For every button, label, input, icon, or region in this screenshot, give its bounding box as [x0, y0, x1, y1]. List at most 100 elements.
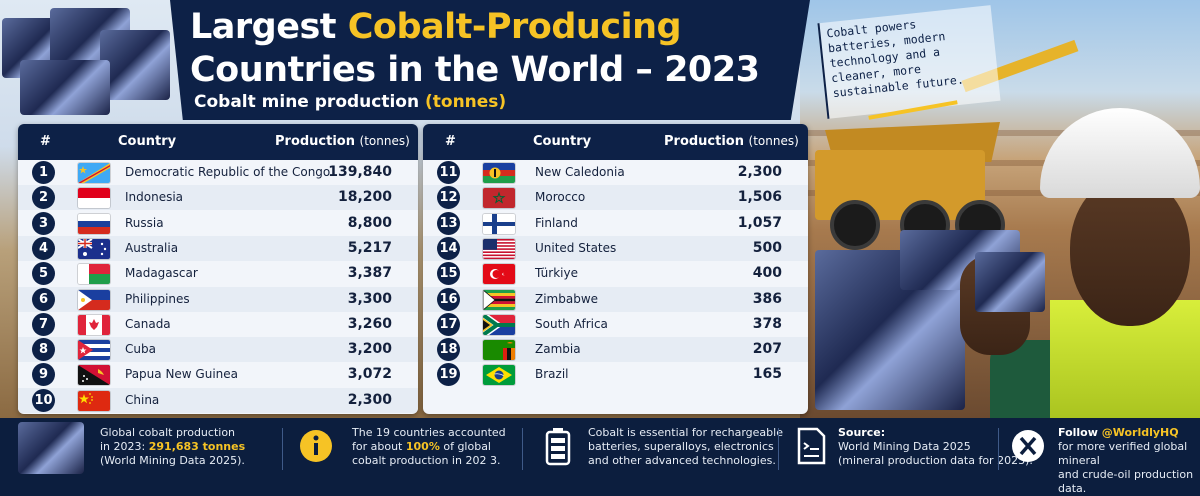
footer-divider [998, 428, 999, 470]
rank-badge: 4 [32, 236, 55, 260]
production-value: 3,072 [347, 366, 392, 383]
table-row: 13 Finland 1,057 [423, 211, 808, 236]
footer-text: in 2023: [100, 440, 149, 453]
page-title: Largest Cobalt-Producing Countries in th… [190, 6, 800, 92]
footer-text: World Mining Data 2025 [838, 440, 971, 453]
rank-badge: 6 [32, 287, 55, 311]
production-value: 165 [752, 366, 782, 383]
header-country: Country [533, 134, 592, 149]
footer-follow: Follow @WorldlyHQ for more verified glob… [1058, 426, 1200, 496]
footer-bar: Global cobalt production in 2023: 291,68… [0, 418, 1200, 495]
production-value: 1,057 [737, 214, 782, 231]
footer-text: cobalt production in 202 3. [352, 454, 501, 467]
subtitle-unit: (tonnes) [425, 92, 507, 112]
mine-terrace [800, 130, 1200, 136]
rank-badge: 9 [32, 363, 55, 387]
table-row: 10 China 2,300 [18, 387, 418, 413]
country-name: Canada [125, 316, 171, 331]
document-icon [797, 427, 826, 465]
footer-text: Follow [1058, 426, 1102, 439]
table-row: 14 United States 500 [423, 235, 808, 261]
production-value: 3,300 [347, 290, 392, 307]
south-africa-flag-icon [483, 314, 515, 335]
rank-badge: 16 [437, 287, 460, 311]
rank-badge: 8 [32, 338, 55, 362]
mine-terrace [800, 160, 1200, 166]
country-name: Australia [125, 240, 179, 255]
philippines-flag-icon [78, 289, 110, 310]
rank-badge: 12 [437, 186, 460, 210]
social-handle-link[interactable]: @WorldlyHQ [1101, 426, 1179, 439]
morocco-flag-icon [483, 188, 515, 209]
footer-text: (mineral production data for 2023). [838, 454, 1033, 467]
congo-flag-icon [78, 163, 110, 183]
country-name: United States [535, 240, 617, 255]
china-flag-icon [78, 390, 110, 411]
country-name: Türkiye [535, 266, 578, 281]
footer-text: (World Mining Data 2025). [100, 454, 245, 467]
table-row: 7 Canada 3,260 [18, 312, 418, 337]
footer-text: The 19 countries accounted [352, 426, 506, 439]
table-row: 8 Cuba 3,200 [18, 337, 418, 363]
table-row: 19 Brazil 165 [423, 362, 808, 387]
rank-badge: 2 [32, 186, 55, 210]
footer-share: The 19 countries accounted for about 100… [352, 426, 506, 468]
cobalt-rock-icon [18, 422, 84, 474]
header-production-label: Production [275, 134, 355, 149]
source-label: Source: [838, 426, 886, 439]
footer-text: and other advanced technologies. [588, 454, 776, 467]
production-value: 500 [752, 239, 782, 256]
ranking-table-right: # Country Production (tonnes) 11 New Cale… [423, 124, 808, 414]
table-row: 17 South Africa 378 [423, 312, 808, 337]
footer-text: Cobalt is essential for rechargeable [588, 426, 783, 439]
zambia-flag-icon [483, 340, 515, 361]
usa-flag-icon [483, 238, 515, 259]
table-row: 12 Morocco 1,506 [423, 185, 808, 211]
country-name: China [125, 392, 160, 407]
subtitle: Cobalt mine production (tonnes) [194, 92, 506, 112]
production-value: 378 [752, 315, 782, 332]
table-row: 6 Philippines 3,300 [18, 286, 418, 312]
production-value: 1,506 [737, 189, 782, 206]
header-unit: (tonnes) [748, 134, 799, 148]
header-production-label: Production [664, 134, 744, 149]
header-production: Production (tonnes) [664, 134, 799, 149]
table-row: 9 Papua New Guinea 3,072 [18, 362, 418, 387]
rank-badge: 1 [32, 161, 55, 184]
brazil-flag-icon [483, 365, 515, 386]
table-header: # Country Production (tonnes) [18, 124, 418, 160]
canada-flag-icon [78, 314, 110, 335]
zimbabwe-flag-icon [483, 289, 515, 310]
production-value: 2,300 [347, 391, 392, 408]
worker-face [1070, 176, 1190, 326]
footer-divider [282, 428, 283, 470]
header-rank: # [40, 134, 51, 149]
country-name: Morocco [535, 190, 586, 205]
footer-divider [522, 428, 523, 470]
rank-badge: 11 [437, 161, 460, 184]
table-row: 18 Zambia 207 [423, 337, 808, 363]
cobalt-rock [20, 60, 110, 115]
table-row: 2 Indonesia 18,200 [18, 185, 418, 211]
rank-badge: 17 [437, 312, 460, 336]
footer-text: Global cobalt production [100, 426, 236, 439]
rank-badge: 19 [437, 363, 460, 387]
finland-flag-icon [483, 213, 515, 234]
rank-badge: 13 [437, 211, 460, 235]
png-flag-icon [78, 365, 110, 386]
footer-text: for about [352, 440, 406, 453]
callout-note: Cobalt powers batteries, modern technolo… [817, 5, 1001, 119]
production-value: 8,800 [347, 214, 392, 231]
footer-global-production: Global cobalt production in 2023: 291,68… [100, 426, 245, 468]
country-name: New Caledonia [535, 165, 625, 179]
footer-source: Source: World Mining Data 2025 (mineral … [838, 426, 1033, 468]
cobalt-sample [975, 252, 1045, 312]
production-value: 400 [752, 265, 782, 282]
table-row: 15 Türkiye 400 [423, 261, 808, 286]
rank-badge: 7 [32, 312, 55, 336]
footer-text: of global [439, 440, 491, 453]
country-name: Democratic Republic of the Congo [125, 165, 331, 179]
x-logo-icon[interactable] [1010, 426, 1046, 466]
title-banner [170, 0, 810, 120]
indonesia-flag-icon [78, 188, 110, 209]
